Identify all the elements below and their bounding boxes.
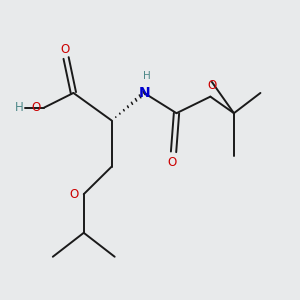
Text: O: O [69, 188, 79, 201]
Text: N: N [138, 86, 150, 100]
Text: H: H [15, 101, 23, 114]
Text: O: O [32, 101, 41, 114]
Text: H: H [142, 71, 150, 81]
Text: O: O [60, 43, 69, 56]
Text: O: O [207, 79, 217, 92]
Text: O: O [167, 155, 177, 169]
